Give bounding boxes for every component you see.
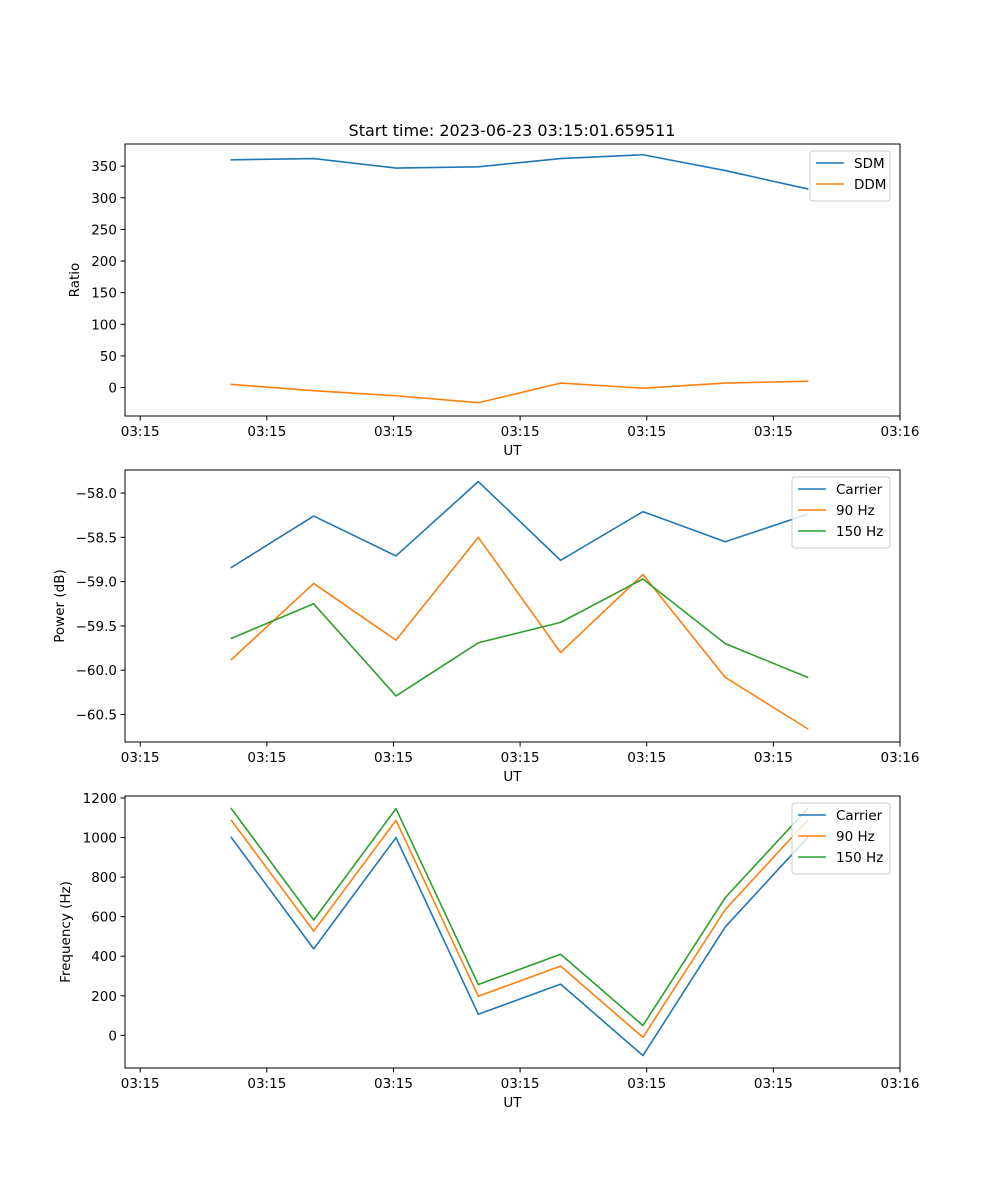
- x-tick-label: 03:16: [881, 1076, 920, 1092]
- y-axis-label: Power (dB): [52, 569, 68, 642]
- x-tick-label: 03:15: [121, 750, 160, 766]
- y-tick-label: −58.5: [76, 530, 117, 546]
- y-tick-label: 250: [91, 222, 117, 238]
- y-tick-label: −59.5: [76, 619, 117, 635]
- panel-power: 03:15 03:15 03:15 03:15 03:15 03:15 03:16 −60.5…: [52, 469, 920, 785]
- x-tick-label: 03:15: [374, 424, 413, 440]
- legend-label-sdm: SDM: [854, 156, 885, 172]
- y-tick-label: 350: [91, 159, 117, 175]
- y-tick-label: −60.0: [76, 663, 117, 679]
- axes-frame: [124, 143, 901, 417]
- y-tick-label: 0: [108, 1028, 117, 1044]
- x-tick-label: 03:15: [627, 424, 666, 440]
- legend: Carrier 90 Hz 150 Hz: [791, 802, 891, 875]
- y-tick-label: −60.5: [76, 708, 117, 724]
- x-tick-label: 03:15: [501, 750, 540, 766]
- y-tick-label: 100: [91, 317, 117, 333]
- series-line-sdm: [230, 153, 809, 190]
- panel-ratio: 03:15 03:15 03:15 03:15 03:15 03:15 03:16 0 50 10…: [67, 143, 920, 459]
- y-tick-label: 0: [108, 381, 117, 397]
- x-tick-label: 03:15: [754, 1076, 793, 1092]
- y-tick-label: 200: [91, 989, 117, 1005]
- x-tick-label: 03:16: [881, 750, 920, 766]
- series-line-150-hz: [230, 807, 809, 1027]
- legend-label-carrier: Carrier: [836, 808, 883, 824]
- y-axis-label: Ratio: [67, 263, 83, 298]
- x-axis-label: UT: [503, 1095, 522, 1111]
- series-line-carrier: [230, 480, 809, 569]
- y-tick-label: 1000: [83, 831, 117, 847]
- y-tick-label: 800: [91, 870, 117, 886]
- legend-label-150-hz: 150 Hz: [836, 524, 883, 540]
- x-tick-label: 03:15: [501, 424, 540, 440]
- x-tick-label: 03:16: [881, 424, 920, 440]
- y-axis-label: Frequency (Hz): [58, 881, 74, 983]
- legend-label-ddm: DDM: [854, 177, 886, 193]
- series-line-90-hz: [230, 819, 809, 1039]
- axes-frame: [124, 469, 901, 743]
- series-line-90-hz: [230, 536, 809, 730]
- x-axis-label: UT: [503, 769, 522, 785]
- y-tick-label: 600: [91, 910, 117, 926]
- series-line-ddm: [230, 380, 809, 404]
- legend: Carrier 90 Hz 150 Hz: [791, 476, 891, 549]
- y-tick-label: 400: [91, 949, 117, 965]
- legend-label-150-hz: 150 Hz: [836, 850, 883, 866]
- series-line-carrier: [230, 836, 809, 1057]
- x-tick-label: 03:15: [121, 1076, 160, 1092]
- x-tick-label: 03:15: [501, 1076, 540, 1092]
- x-tick-label: 03:15: [754, 424, 793, 440]
- x-tick-label: 03:15: [121, 424, 160, 440]
- axes-frame: [124, 795, 901, 1069]
- series-line-150-hz: [230, 578, 809, 697]
- y-tick-label: 50: [100, 349, 117, 365]
- y-tick-label: 300: [91, 191, 117, 207]
- x-tick-label: 03:15: [627, 750, 666, 766]
- legend-label-carrier: Carrier: [836, 482, 883, 498]
- legend-label-90-hz: 90 Hz: [836, 503, 875, 519]
- x-tick-label: 03:15: [374, 750, 413, 766]
- x-tick-label: 03:15: [247, 424, 286, 440]
- y-tick-label: −58.0: [76, 486, 117, 502]
- x-tick-label: 03:15: [247, 1076, 286, 1092]
- legend: SDM DDM: [809, 150, 891, 202]
- x-tick-label: 03:15: [754, 750, 793, 766]
- legend-label-90-hz: 90 Hz: [836, 829, 875, 845]
- x-tick-label: 03:15: [627, 1076, 666, 1092]
- x-tick-label: 03:15: [374, 1076, 413, 1092]
- x-tick-label: 03:15: [247, 750, 286, 766]
- panel-frequency: 03:15 03:15 03:15 03:15 03:15 03:15 03:16 0 200 4…: [58, 791, 919, 1111]
- y-tick-label: −59.0: [76, 575, 117, 591]
- y-tick-label: 1200: [83, 791, 117, 807]
- figure-title: Start time: 2023-06-23 03:15:01.659511: [349, 121, 676, 140]
- x-axis-label: UT: [503, 443, 522, 459]
- y-tick-label: 150: [91, 286, 117, 302]
- y-tick-label: 200: [91, 254, 117, 270]
